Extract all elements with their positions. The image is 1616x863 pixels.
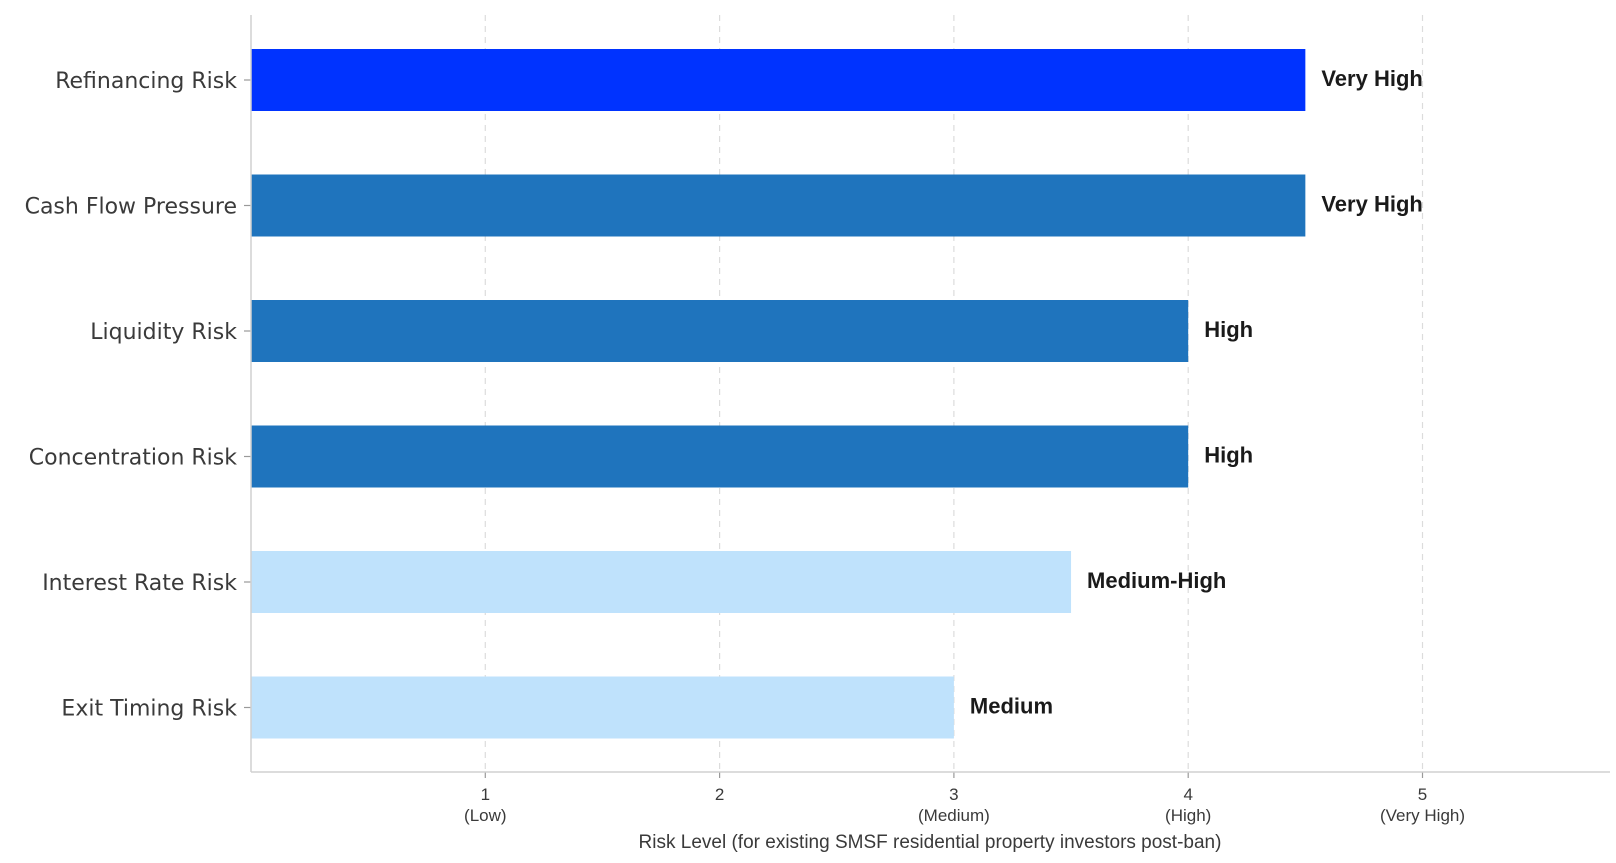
- bars: [251, 49, 1306, 739]
- x-tick-label: 5: [1418, 785, 1427, 804]
- category-label: Concentration Risk: [29, 446, 237, 471]
- x-tick-sublabel: (High): [1165, 806, 1211, 825]
- x-tick-label: 2: [715, 785, 724, 804]
- category-label: Exit Timing Risk: [61, 697, 237, 722]
- x-tick-label: 3: [949, 785, 958, 804]
- category-label: Interest Rate Risk: [42, 571, 237, 596]
- grid-lines: [244, 15, 1424, 778]
- bar: [251, 425, 1189, 488]
- category-label: Cash Flow Pressure: [25, 195, 237, 220]
- bar: [251, 676, 954, 739]
- x-tick-sublabel: (Low): [464, 806, 507, 825]
- data-label: High: [1204, 443, 1253, 468]
- data-label: High: [1204, 317, 1253, 342]
- data-label: Very High: [1321, 192, 1422, 217]
- bar: [251, 174, 1306, 237]
- data-label: Very High: [1321, 66, 1422, 91]
- axes: [250, 15, 1610, 773]
- data-label: Medium: [970, 694, 1053, 719]
- x-tick-label: 4: [1183, 785, 1192, 804]
- category-label: Refinancing Risk: [55, 69, 237, 94]
- bar: [251, 49, 1306, 111]
- labels: 1 (Low) 2 3 (Medium) 4 (High) 5 (Very High) Refin…: [25, 66, 1465, 825]
- x-tick-sublabel: (Medium): [918, 806, 990, 825]
- x-tick-label: 1: [481, 785, 490, 804]
- category-label: Liquidity Risk: [90, 320, 237, 345]
- bar: [251, 300, 1189, 362]
- x-tick-sublabel: (Very High): [1380, 806, 1465, 825]
- data-label: Medium-High: [1087, 568, 1226, 593]
- x-axis-title: Risk Level (for existing SMSF residentia…: [639, 832, 1222, 853]
- bar: [251, 551, 1072, 613]
